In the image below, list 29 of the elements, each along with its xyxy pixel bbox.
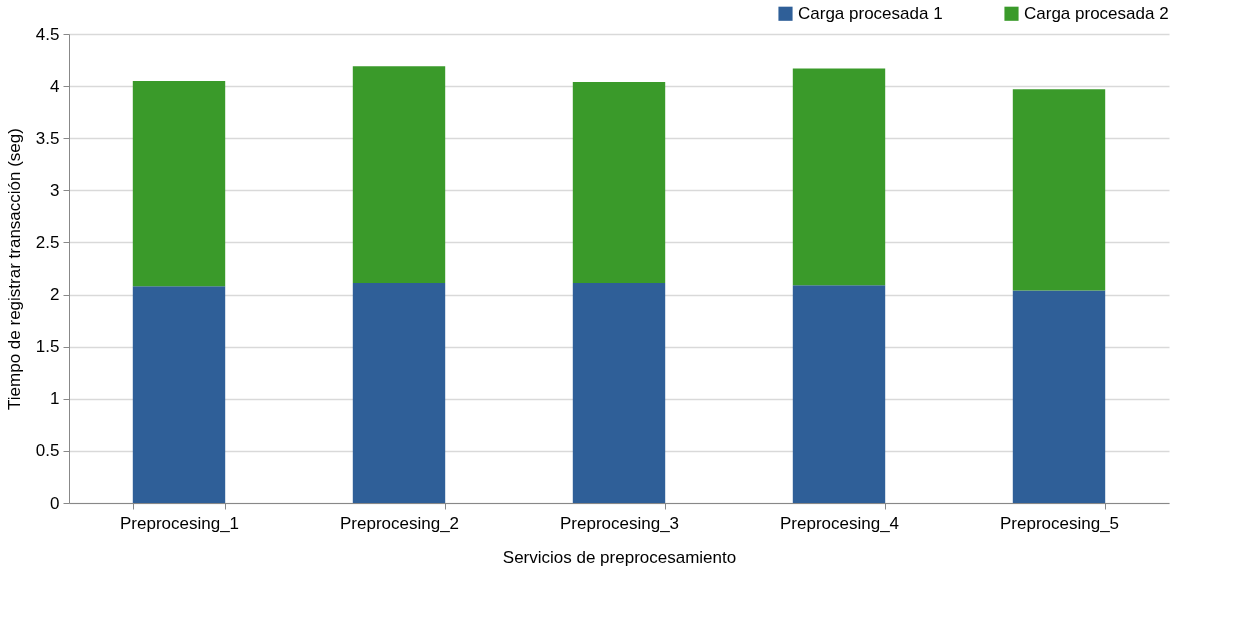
bar [792,68,886,286]
bar [132,80,226,287]
x-tick-label: Preprocesing_1 [119,513,240,533]
y-tick-label: 0.5 [35,441,60,461]
y-tick-label: 4 [50,76,60,96]
x-tick-label: Preprocesing_3 [559,513,680,533]
bar [792,285,886,503]
bar [352,66,446,284]
y-tick-label: 2.5 [35,232,60,252]
x-tick-label: Preprocesing_5 [999,513,1120,533]
legend-label: Carga procesada 2 [1024,3,1169,23]
bar [1012,89,1106,291]
bar [1012,290,1106,503]
y-tick-label: 3.5 [35,128,60,148]
bar [572,81,666,284]
y-tick-label: 0 [50,493,60,513]
x-axis-title: Servicios de preprocesamiento [502,547,737,567]
y-tick-label: 2 [50,285,60,305]
y-axis-title: Tiempo de registrar transacción (seg) [4,128,24,410]
y-tick-label: 4.5 [35,24,60,44]
bar [132,286,226,503]
x-tick-label: Preprocesing_2 [339,513,460,533]
bar [572,283,666,503]
y-tick-label: 3 [50,180,60,200]
y-tick-label: 1 [50,389,60,409]
bar [352,283,446,503]
y-tick-label: 1.5 [35,337,60,357]
legend-label: Carga procesada 1 [798,3,943,23]
x-tick-label: Preprocesing_4 [779,513,900,533]
